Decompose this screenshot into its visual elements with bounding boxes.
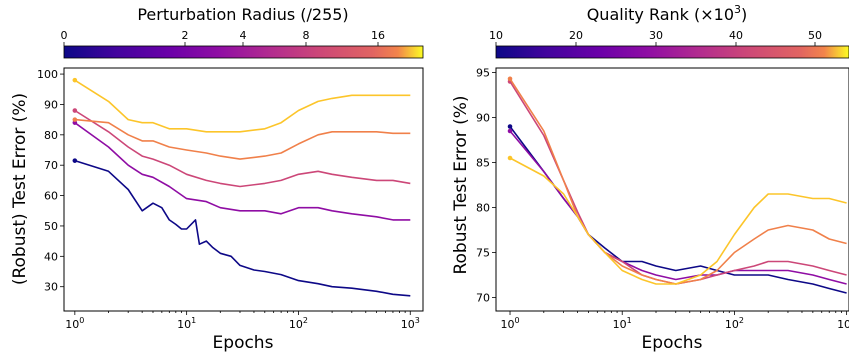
right-series-start-marker-1	[507, 128, 513, 134]
right-x-ticks: 100 101 102 103	[500, 311, 849, 331]
right-plot-frame	[495, 67, 849, 312]
right-colorbar-ticks: 10 20 30 40 50	[489, 29, 822, 46]
left-series-line-4	[74, 79, 411, 133]
right-y-ticks: 70 75 80 85 90 95	[476, 67, 496, 305]
right-x-tick-label: 101	[613, 316, 632, 331]
right-y-tick-label: 95	[476, 67, 490, 80]
right-x-axis-label: Epochs	[642, 333, 703, 353]
right-series-lines	[507, 76, 847, 294]
right-y-axis-label: Robust Test Error (%)	[451, 95, 471, 274]
left-colorbar	[63, 45, 424, 59]
left-x-tick-label: 100	[65, 316, 84, 331]
right-colorbar-tick: 50	[808, 29, 822, 42]
right-x-tick-label: 102	[725, 316, 744, 331]
left-y-tick-label: 60	[44, 190, 58, 203]
right-series-start-marker-4	[507, 155, 513, 161]
right-y-tick-label: 70	[476, 292, 490, 305]
left-x-tick-label: 102	[289, 316, 308, 331]
right-x-tick-label: 103	[837, 316, 849, 331]
left-panel: Perturbation Radius (/255) 0 2 4 8 16 30…	[10, 5, 424, 353]
left-series-lines	[72, 77, 411, 297]
right-y-tick-label: 75	[476, 247, 490, 260]
right-series-start-marker-3	[507, 76, 513, 82]
left-y-tick-label: 50	[44, 220, 58, 233]
left-y-axis-label: (Robust) Test Error (%)	[10, 93, 30, 285]
left-y-tick-label: 70	[44, 159, 58, 172]
left-colorbar-ticks: 0 2 4 8 16	[61, 29, 385, 46]
left-x-tick-label: 103	[401, 316, 420, 331]
left-x-tick-label: 101	[177, 316, 196, 331]
right-series-line-4	[509, 157, 847, 285]
left-series-start-marker-2	[72, 108, 78, 113]
right-colorbar	[495, 45, 849, 59]
right-colorbar-tick: 40	[729, 29, 743, 42]
right-colorbar-tick: 20	[569, 29, 583, 42]
left-colorbar-title: Perturbation Radius (/255)	[137, 5, 348, 24]
right-y-tick-label: 85	[476, 157, 490, 170]
left-series-line-0	[74, 159, 411, 297]
left-colorbar-tick: 16	[371, 29, 385, 42]
left-series-start-marker-4	[72, 77, 78, 83]
left-colorbar-tick: 0	[61, 29, 68, 42]
right-colorbar-tick: 30	[649, 29, 663, 42]
left-y-tick-label: 30	[44, 281, 58, 294]
left-y-tick-label: 90	[44, 98, 58, 111]
right-x-tick-label: 100	[500, 316, 519, 331]
left-series-start-marker-3	[72, 117, 78, 122]
right-series-line-2	[509, 81, 847, 285]
right-panel: Quality Rank (×103) 10 20 30 40 50 70 75 8…	[451, 3, 849, 353]
right-series-line-0	[509, 126, 847, 294]
right-y-tick-label: 90	[476, 112, 490, 125]
left-y-tick-label: 80	[44, 129, 58, 142]
left-colorbar-tick: 8	[303, 29, 310, 42]
left-y-tick-label: 100	[37, 68, 58, 81]
right-series-line-1	[509, 130, 847, 285]
left-series-line-1	[74, 122, 411, 221]
left-colorbar-tick: 4	[240, 29, 247, 42]
left-series-start-marker-0	[72, 158, 78, 163]
right-colorbar-title: Quality Rank (×103)	[587, 3, 748, 24]
left-plot-frame	[63, 67, 424, 312]
right-colorbar-tick: 10	[489, 29, 503, 42]
left-series-line-3	[74, 118, 411, 160]
left-x-ticks: 100 101 102 103	[65, 311, 420, 331]
left-y-ticks: 30 40 50 60 70 80 90 100	[37, 68, 64, 294]
left-series-line-2	[74, 109, 411, 188]
right-series-line-3	[509, 78, 847, 285]
right-y-tick-label: 80	[476, 202, 490, 215]
left-colorbar-tick: 2	[182, 29, 189, 42]
right-series-start-marker-0	[507, 124, 513, 129]
left-y-tick-label: 40	[44, 250, 58, 263]
left-x-axis-label: Epochs	[213, 333, 274, 353]
